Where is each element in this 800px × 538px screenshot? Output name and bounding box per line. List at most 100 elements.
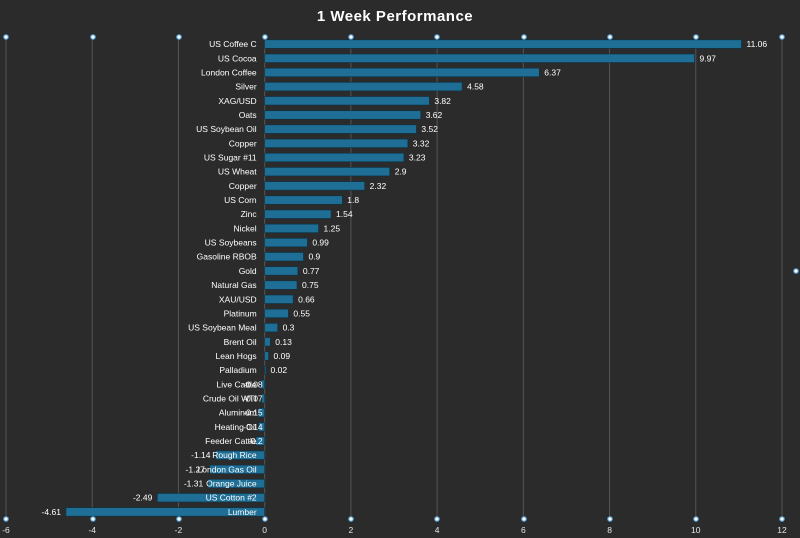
value-label: 4.58 (467, 82, 484, 92)
x-tick-label: 0 (262, 525, 267, 535)
category-label: Silver (235, 82, 256, 92)
bar (264, 294, 294, 304)
selection-handles[interactable] (3, 34, 799, 522)
gridlines (5, 37, 783, 519)
value-label: 0.77 (303, 266, 320, 276)
category-label: Palladium (219, 365, 256, 375)
bar (264, 195, 343, 205)
category-label: Zinc (241, 209, 258, 219)
bar (264, 124, 417, 134)
x-tick-label: 6 (521, 525, 526, 535)
resize-handle[interactable] (3, 34, 9, 40)
value-label: 0.66 (298, 294, 315, 304)
bar (264, 138, 409, 148)
bar (264, 266, 299, 276)
resize-handle[interactable] (90, 34, 96, 40)
value-label: -0.08 (243, 379, 263, 389)
resize-handle[interactable] (90, 516, 96, 522)
category-label: US Cocoa (218, 53, 257, 63)
resize-handle[interactable] (521, 516, 527, 522)
category-label: US Sugar #11 (204, 153, 257, 163)
bar (264, 39, 742, 49)
resize-handle[interactable] (3, 516, 9, 522)
value-labels: 11.06 9.97 6.37 4.58 3.82 3.62 3.52 3.32 3.232.9… (42, 39, 768, 517)
category-label: Natural Gas (211, 280, 256, 290)
value-label: -1.14 (191, 450, 211, 460)
value-label: -0.07 (243, 394, 263, 404)
value-label: 6.37 (544, 67, 561, 77)
value-label: 9.97 (699, 53, 716, 63)
bar (264, 365, 267, 375)
category-label: Platinum (224, 308, 257, 318)
x-tick-label: -6 (2, 525, 10, 535)
bar (260, 379, 265, 389)
category-label: Gold (239, 266, 257, 276)
value-label: 0.9 (308, 252, 320, 262)
value-label: 0.75 (302, 280, 319, 290)
x-tick-label: -4 (88, 525, 96, 535)
resize-handle[interactable] (434, 34, 440, 40)
category-label: US Soybeans (205, 238, 257, 248)
category-label: XAU/USD (219, 294, 257, 304)
value-label: 0.55 (293, 308, 310, 318)
bar (264, 82, 463, 92)
bar (258, 422, 265, 432)
chart-title: 1 Week Performance (317, 8, 473, 25)
category-label: London Gas Oil (198, 464, 257, 474)
category-label: Crude Oil WTI (203, 394, 257, 404)
value-label: 1.25 (324, 223, 341, 233)
resize-handle[interactable] (348, 516, 354, 522)
resize-handle[interactable] (262, 516, 268, 522)
category-label: Gasoline RBOB (197, 252, 257, 262)
category-label: US Soybean Oil (196, 124, 257, 134)
bar (264, 209, 332, 219)
resize-handle[interactable] (607, 34, 613, 40)
bar (257, 408, 265, 418)
category-label: Rough Rice (212, 450, 257, 460)
category-label: Nickel (234, 223, 257, 233)
resize-handle[interactable] (779, 516, 785, 522)
resize-handle[interactable] (607, 516, 613, 522)
resize-handle[interactable] (348, 34, 354, 40)
resize-handle[interactable] (176, 34, 182, 40)
value-label: 0.02 (271, 365, 288, 375)
bar (264, 252, 304, 262)
value-label: -2.49 (133, 493, 153, 503)
category-label: US Coffee C (209, 39, 257, 49)
value-label: -1.31 (184, 479, 204, 489)
category-label: XAG/USD (218, 96, 256, 106)
bar (264, 96, 430, 106)
value-label: 0.99 (312, 238, 329, 248)
resize-handle[interactable] (693, 34, 699, 40)
bars (65, 39, 742, 517)
category-label: Oats (239, 110, 257, 120)
category-label: Live Cattle (216, 379, 256, 389)
resize-handle[interactable] (262, 34, 268, 40)
value-label: 0.09 (274, 351, 291, 361)
value-label: 3.62 (426, 110, 443, 120)
x-tick-label: -2 (175, 525, 183, 535)
category-label: Copper (229, 138, 257, 148)
value-label: 0.13 (275, 337, 292, 347)
resize-handle[interactable] (779, 34, 785, 40)
resize-handle[interactable] (176, 516, 182, 522)
bar (215, 450, 265, 460)
bar (261, 393, 265, 404)
category-label: Heating Oil (215, 422, 257, 432)
resize-handle[interactable] (793, 268, 799, 274)
bar (157, 493, 265, 503)
value-label: 2.9 (395, 167, 407, 177)
bar (264, 223, 319, 233)
resize-handle[interactable] (521, 34, 527, 40)
resize-handle[interactable] (434, 516, 440, 522)
resize-handle[interactable] (693, 516, 699, 522)
bar (264, 110, 422, 120)
value-label: 3.82 (434, 96, 451, 106)
bar (264, 152, 405, 163)
value-label: 3.52 (421, 124, 438, 134)
value-label: 11.06 (746, 39, 767, 49)
x-tick-label: 2 (349, 525, 354, 535)
value-label: 1.54 (336, 209, 353, 219)
value-label: 2.32 (370, 181, 387, 191)
